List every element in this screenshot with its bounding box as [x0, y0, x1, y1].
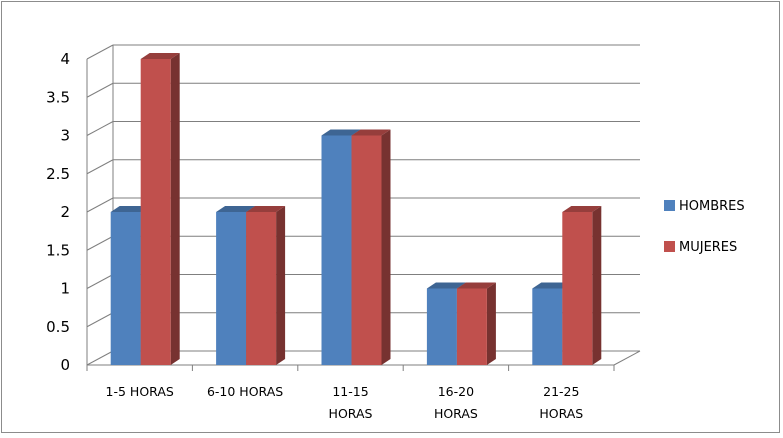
- bar-mujeres: [140, 59, 171, 365]
- x-tick-label: 11-15: [332, 384, 368, 399]
- gridline-side: [86, 350, 114, 366]
- legend-swatch-mujeres: [664, 241, 675, 252]
- bar-top-hombres: [532, 282, 572, 289]
- bar-hombres: [532, 288, 563, 365]
- y-tick-label: 1.5: [46, 241, 70, 259]
- y-tick-label: 0.5: [46, 318, 70, 336]
- bar-side-mujeres: [170, 53, 180, 365]
- bar-hombres: [216, 212, 247, 365]
- x-tick-label: 6-10 HORAS: [207, 384, 283, 399]
- y-tick-label: 1: [60, 280, 70, 298]
- x-tick-label: HORAS: [539, 406, 583, 421]
- y-tick-label: 2.5: [46, 165, 70, 183]
- legend-label-mujeres: MUJERES: [679, 240, 737, 255]
- bar-top-mujeres: [140, 53, 180, 59]
- x-tick-label: HORAS: [434, 406, 478, 421]
- bar-hombres: [321, 135, 352, 365]
- x-tick-label: 1-5 HORAS: [106, 384, 174, 399]
- y-tick-label: 0: [60, 356, 70, 374]
- gridline-side: [86, 82, 114, 98]
- bar-side-mujeres: [592, 206, 602, 365]
- y-tick-label: 2: [60, 203, 70, 221]
- bar-hombres: [426, 288, 457, 365]
- legend-label-hombres: HOMBRES: [679, 199, 745, 214]
- y-tick-label: 3.5: [46, 88, 70, 106]
- bar-side-mujeres: [486, 282, 496, 365]
- bar-hombres: [110, 212, 141, 365]
- bar-top-mujeres: [246, 206, 286, 212]
- floor-edge: [613, 350, 641, 366]
- x-tick-label: 21-25: [543, 384, 579, 399]
- bar-side-mujeres: [276, 206, 286, 365]
- bar-mujeres: [562, 212, 593, 365]
- gridline-side: [86, 312, 114, 328]
- y-tick-label: 3: [60, 127, 70, 145]
- bar-top-hombres: [216, 206, 256, 212]
- bar-top-mujeres: [351, 129, 391, 136]
- bar-top-hombres: [426, 282, 466, 289]
- bar-mujeres: [456, 288, 487, 365]
- bar-mujeres: [351, 135, 382, 365]
- bar-mujeres: [246, 212, 277, 365]
- gridline-side: [86, 159, 114, 175]
- gridline-side: [86, 44, 114, 60]
- bar-top-hombres: [321, 129, 361, 136]
- bar-top-mujeres: [456, 282, 496, 289]
- gridline-side: [86, 121, 114, 136]
- gridline-side: [86, 235, 114, 251]
- y-tick-label: 4: [60, 50, 70, 68]
- legend-swatch-hombres: [664, 200, 675, 211]
- x-tick-label: 16-20: [438, 384, 474, 399]
- bar-side-mujeres: [381, 129, 391, 365]
- bar-top-hombres: [110, 206, 150, 212]
- x-tick-label: HORAS: [329, 406, 373, 421]
- gridline-side: [86, 274, 114, 289]
- gridline-side: [86, 197, 114, 213]
- bar-top-mujeres: [562, 206, 602, 212]
